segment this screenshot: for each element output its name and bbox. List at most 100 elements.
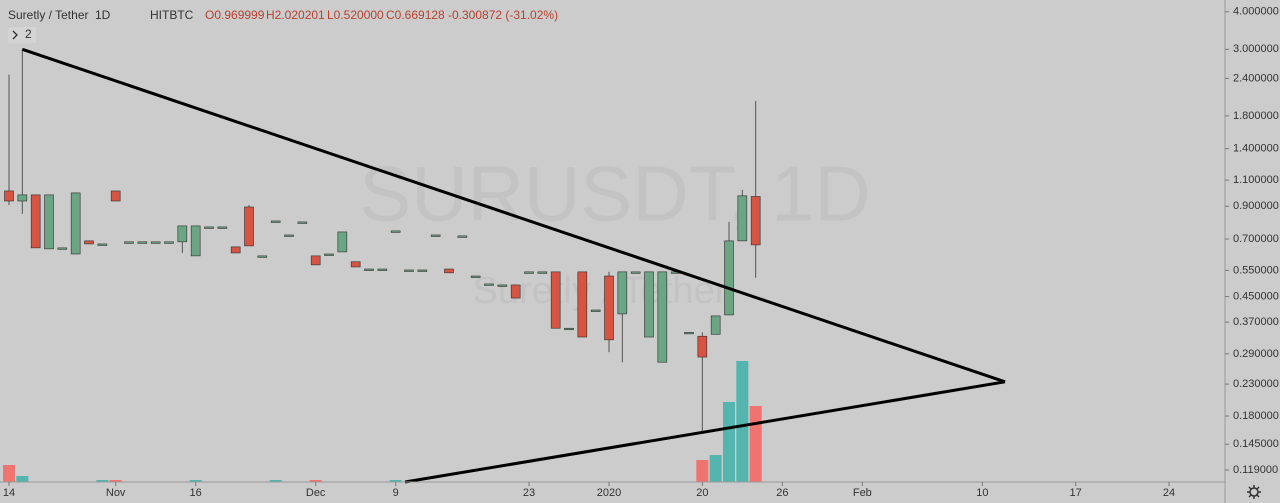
candle-body [204, 226, 214, 229]
candle-body [564, 327, 574, 331]
volume-bar [109, 480, 122, 482]
candle-body [84, 240, 94, 245]
candle-body [350, 261, 361, 268]
volume-bar [696, 460, 709, 482]
x-tick-label: Dec [306, 487, 326, 499]
watermark-symbol: SURUSDT, 1D [359, 150, 870, 238]
indicator-toggle[interactable]: 2 [8, 27, 36, 43]
candle-body [337, 231, 348, 253]
candle-body [484, 283, 494, 286]
ohlc-change: -0.300872 (-31.02%) [448, 8, 558, 22]
candle-body [97, 243, 108, 246]
candle-body [364, 268, 374, 271]
candle-body [150, 241, 161, 244]
candle-body [190, 225, 201, 257]
x-tick-label: 26 [776, 487, 788, 499]
x-tick-label: Nov [106, 487, 126, 499]
candle-body [617, 271, 628, 315]
y-tick-label: 0.550000 [1233, 264, 1279, 276]
y-tick-label: 0.230000 [1233, 378, 1279, 390]
volume-bar [723, 402, 735, 482]
candle-body [577, 271, 588, 338]
candle-body [444, 268, 454, 274]
volume-bar [3, 465, 15, 482]
candle-body [70, 192, 81, 255]
candle-body [217, 226, 228, 229]
exchange: HITBTC [150, 8, 194, 22]
ohlc-low: L0.520000 [327, 8, 384, 22]
volume-bar [16, 476, 29, 482]
candle-body [270, 220, 281, 223]
x-tick-label: 9 [393, 487, 399, 499]
y-tick-label: 2.400000 [1233, 72, 1279, 84]
x-tick-label: 10 [976, 487, 988, 499]
candle-body [257, 255, 268, 258]
candle-body [44, 194, 54, 250]
y-tick-label: 1.800000 [1233, 110, 1279, 122]
plot-area [3, 47, 1006, 484]
y-tick-label: 0.290000 [1233, 348, 1279, 360]
candle-body [390, 230, 401, 233]
candle-body [750, 196, 761, 246]
y-tick-label: 0.370000 [1233, 316, 1279, 328]
candle-body [404, 269, 414, 272]
indicator-count[interactable]: 2 [25, 27, 32, 41]
candle-body [17, 194, 28, 202]
candle-body [177, 225, 188, 243]
y-tick-label: 0.119000 [1233, 464, 1278, 476]
volume-bar [749, 406, 762, 482]
chevron-icon[interactable] [12, 30, 18, 40]
x-tick-label: 24 [1163, 487, 1175, 499]
y-tick-label: 0.145000 [1233, 438, 1279, 450]
candle-body [590, 309, 601, 312]
y-tick-label: 1.100000 [1233, 174, 1279, 186]
y-tick-label: 1.400000 [1233, 143, 1279, 155]
candle-body [124, 241, 134, 244]
volume-bar [709, 455, 722, 482]
volume-bar [96, 480, 109, 482]
volume-bar [736, 361, 749, 482]
candle-body [324, 253, 334, 256]
candle-body [497, 284, 508, 287]
candle-body [470, 275, 481, 278]
candle-body [657, 271, 668, 363]
candle-body [457, 235, 468, 238]
volume-bar [269, 480, 282, 482]
gear-teeth[interactable] [1247, 485, 1261, 499]
y-tick-label: 0.450000 [1233, 290, 1279, 302]
candle-body [4, 190, 14, 202]
candle-body [417, 269, 428, 272]
x-tick-label: 23 [523, 487, 535, 499]
settings-icon[interactable] [1247, 485, 1261, 499]
volume-bar [309, 480, 322, 482]
candle-body [430, 234, 441, 237]
y-tick-label: 0.900000 [1233, 200, 1279, 212]
x-tick-label: 2020 [597, 487, 621, 499]
candle-body [230, 246, 241, 254]
candle-body [550, 271, 561, 329]
candle-body [30, 194, 41, 249]
x-tick-label: 17 [1070, 487, 1082, 499]
x-tick-label: 20 [696, 487, 708, 499]
candle-body [310, 255, 321, 266]
ohlc-close: C0.669128 [386, 8, 445, 22]
candle-body [644, 271, 654, 338]
y-tick-label: 3.000000 [1233, 43, 1279, 55]
candle-body [537, 271, 548, 274]
ohlc-high: H2.020201 [266, 8, 325, 22]
candle-body [630, 271, 641, 274]
candle-body [57, 247, 68, 250]
candle-body [710, 315, 721, 335]
x-tick-label: Feb [853, 487, 872, 499]
symbol-title: Suretly / Tether [8, 8, 88, 22]
candle-body [244, 206, 254, 247]
indicator-toggle-bg[interactable] [8, 27, 36, 43]
volume-bar [189, 480, 202, 482]
candle-body [737, 195, 748, 242]
candle-body [524, 271, 534, 274]
candle-body [164, 241, 174, 244]
candle-body [604, 275, 614, 341]
candle-body [377, 268, 388, 271]
